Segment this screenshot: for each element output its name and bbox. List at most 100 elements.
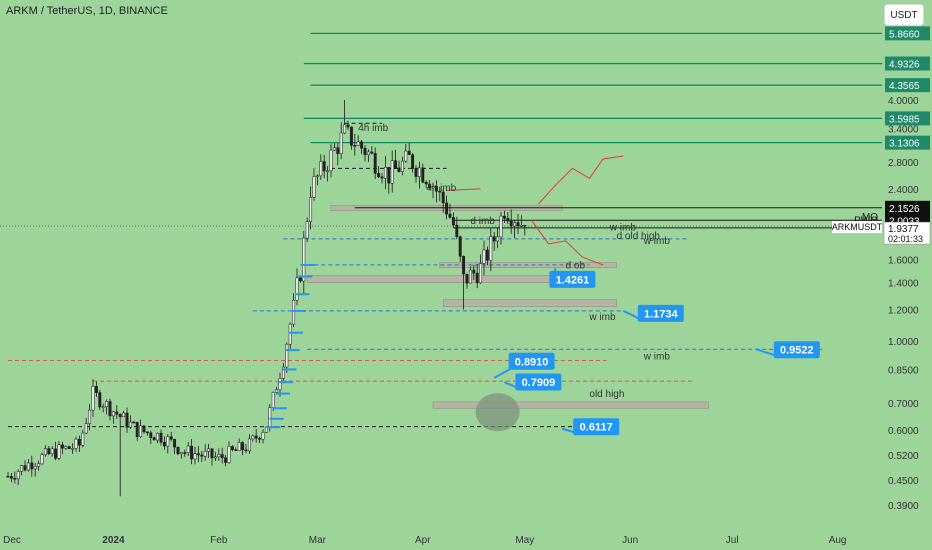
candle-body — [220, 454, 224, 458]
note-w-imb-5: w imb — [643, 352, 671, 363]
countdown-label: 02:01:33 — [888, 234, 923, 244]
y-tick-label: 1.2000 — [888, 305, 919, 316]
candle-body — [373, 153, 377, 174]
candle-body — [71, 448, 75, 450]
candle-body — [472, 269, 476, 274]
candle-body — [81, 432, 85, 446]
level-3-5985-badge — [885, 111, 930, 126]
candle-body — [370, 151, 374, 154]
candle-body — [179, 452, 183, 455]
candle-body — [377, 173, 381, 178]
candle-body — [438, 190, 442, 193]
candle-body — [234, 449, 238, 451]
currency-button[interactable]: USDT — [884, 4, 924, 26]
candle-body — [360, 141, 364, 149]
candle-body — [404, 150, 408, 162]
candle-body — [156, 432, 160, 441]
candle-body — [407, 150, 411, 155]
x-tick-label: 2024 — [102, 535, 125, 546]
red-projection-down — [531, 220, 604, 266]
candle-body — [30, 462, 34, 470]
callout-0-8910-box — [508, 352, 555, 370]
candle-body — [397, 167, 401, 172]
x-tick-label: Jun — [622, 535, 638, 546]
candle-body — [451, 217, 455, 226]
candle-body — [152, 437, 156, 441]
candle-body — [84, 423, 88, 434]
candle-body — [77, 438, 81, 446]
candle-body — [366, 151, 370, 156]
callout-0-6117-label: 0.6117 — [580, 422, 613, 434]
red-arrow-short — [446, 188, 481, 191]
callout-0-6117-box — [573, 418, 620, 436]
candle-body — [251, 435, 255, 440]
candle-body — [329, 149, 333, 172]
y-tick-label: 1.0000 — [888, 337, 919, 348]
candle-body — [417, 167, 421, 177]
level-5-866-badge — [885, 26, 930, 41]
candle-body — [91, 386, 95, 411]
callout-1-4261-label: 1.4261 — [556, 274, 590, 286]
x-tick-label: Aug — [829, 535, 847, 546]
y-tick-label: 4.0000 — [888, 96, 919, 107]
y-tick-label: 3.4000 — [888, 124, 919, 135]
candle-body — [227, 446, 231, 463]
candle-body — [67, 446, 71, 449]
candle-body — [159, 432, 163, 443]
x-tick-label: Mar — [309, 535, 327, 546]
y-tick-label: 2.4000 — [888, 185, 919, 196]
candle-body — [237, 442, 241, 451]
symbol-tag-box — [832, 221, 882, 234]
candle-body — [356, 141, 360, 146]
callout-1-4261-box — [549, 270, 596, 288]
candle-body — [441, 191, 445, 204]
candle-body — [105, 401, 109, 407]
candle-body — [135, 421, 139, 437]
candle-body — [247, 438, 251, 452]
candle-body — [305, 221, 309, 239]
note-d-ob: d ob — [566, 260, 586, 271]
candle-body — [258, 437, 262, 440]
candle-body — [9, 476, 13, 479]
candle-body — [448, 213, 452, 218]
pwo-tag: PWO — [854, 215, 878, 226]
y-tick-label: 0.7000 — [888, 399, 919, 410]
callout-0-7909-box — [515, 373, 562, 391]
candle-body — [139, 425, 143, 437]
symbol-title: ARKM / TetherUS, 1D, BINANCE — [6, 5, 168, 17]
candle-body — [489, 236, 493, 261]
candle-body — [166, 436, 170, 447]
callout-0-9522-box — [773, 341, 820, 359]
candle-body — [363, 147, 367, 156]
candle-body — [465, 273, 469, 284]
zone-w-imb-1 — [306, 275, 590, 283]
zone-old-high — [432, 401, 709, 409]
candle-body — [145, 431, 149, 434]
candle-body — [492, 236, 496, 242]
candle-body — [281, 366, 285, 379]
candle-body — [230, 446, 234, 450]
candle-body — [383, 167, 387, 179]
candle-body — [458, 236, 462, 257]
note-w-imb-1: w imb — [609, 222, 637, 233]
candle-body — [128, 421, 132, 428]
candle-body — [322, 161, 326, 172]
candle-body — [26, 462, 30, 471]
candle-body — [13, 478, 17, 480]
candle-body — [217, 454, 221, 458]
candle-body — [475, 272, 479, 284]
candle-body — [162, 441, 166, 447]
candle-body — [519, 224, 523, 227]
level-4-3565-badge — [885, 78, 930, 93]
candle-body — [132, 421, 136, 424]
candle-body — [332, 147, 336, 151]
level-3-1306-badge — [885, 135, 930, 150]
highlight-ellipse — [475, 393, 520, 432]
candle-body — [20, 465, 24, 472]
candle-body — [339, 132, 343, 154]
callout-0-8910-label: 0.8910 — [515, 356, 549, 368]
candle-body — [326, 170, 330, 173]
candle-body — [50, 448, 54, 455]
x-tick-label: May — [515, 535, 534, 546]
